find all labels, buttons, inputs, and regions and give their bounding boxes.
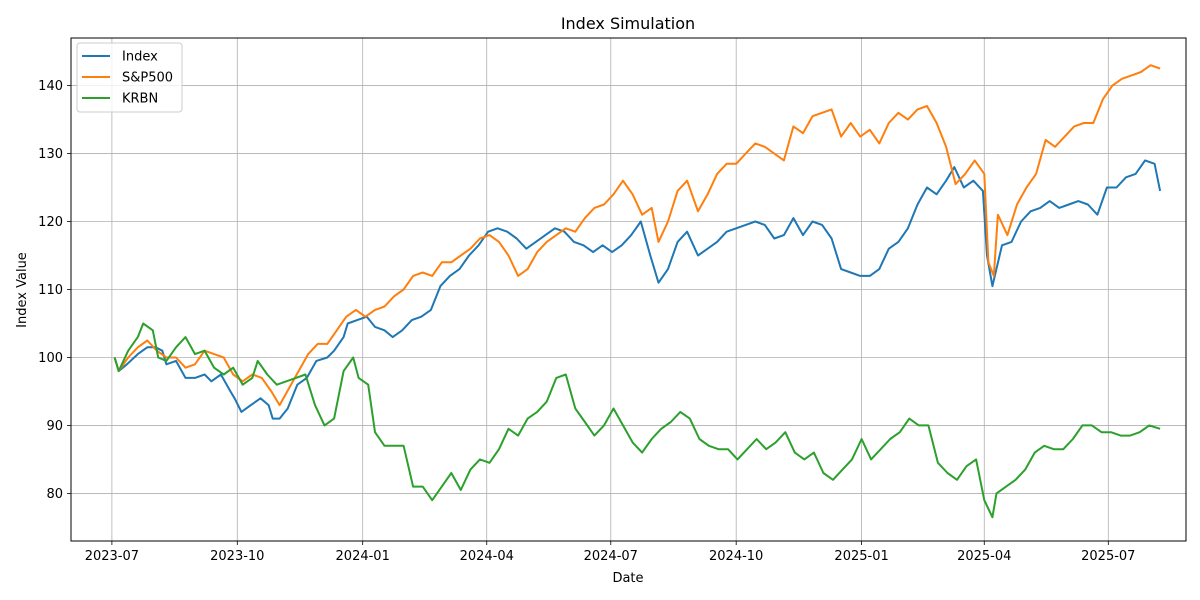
x-tick-label: 2025-04 (957, 549, 1011, 564)
x-tick-label: 2025-01 (834, 549, 888, 564)
legend: Index S&P500 KRBN (76, 42, 183, 113)
x-axis-label: Date (612, 571, 643, 586)
x-tick-label: 2024-10 (709, 549, 763, 564)
y-axis-label: Index Value (15, 252, 30, 328)
legend-label: S&P500 (122, 71, 173, 86)
legend-label: KRBN (122, 92, 158, 107)
x-tick-label: 2023-10 (210, 549, 264, 564)
x-tick-label: 2024-01 (336, 549, 390, 564)
y-tick-label: 100 (38, 351, 63, 366)
y-tick-label: 120 (38, 215, 63, 230)
x-tick-label: 2025-07 (1081, 549, 1135, 564)
x-tick-label: 2024-04 (460, 549, 514, 564)
y-tick-label: 80 (46, 487, 63, 502)
x-axis: 2023-07 2023-10 2024-01 2024-04 2024-07 2024-… (85, 541, 1135, 564)
y-tick-label: 90 (46, 419, 63, 434)
series-line-s-p500 (113, 64, 1161, 407)
series-layer (113, 64, 1162, 519)
x-tick-label: 2023-07 (85, 549, 139, 564)
chart-title: Index Simulation (561, 14, 695, 33)
y-tick-label: 110 (38, 283, 63, 298)
series-line-krbn (113, 322, 1161, 519)
series-line-index (113, 159, 1162, 420)
legend-box (76, 42, 183, 113)
y-axis: 80 90 100 110 120 130 140 (38, 79, 71, 502)
grid (71, 38, 1186, 541)
legend-label: Index (122, 50, 158, 65)
x-tick-label: 2024-07 (584, 549, 638, 564)
y-tick-label: 130 (38, 147, 63, 162)
y-tick-label: 140 (38, 79, 63, 94)
